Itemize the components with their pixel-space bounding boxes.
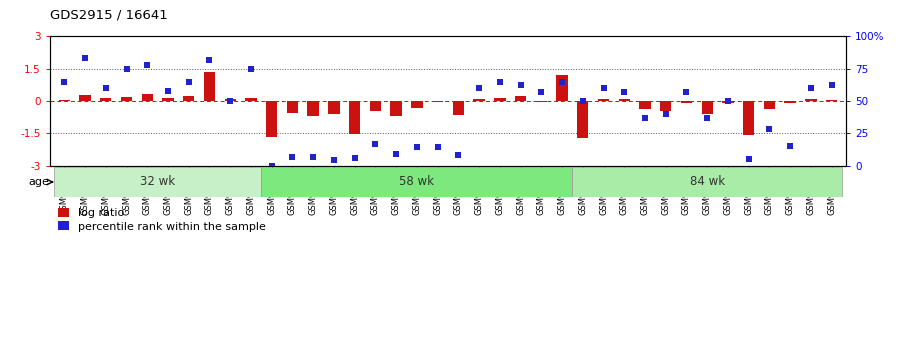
Bar xyxy=(805,99,816,101)
Bar xyxy=(681,101,692,102)
Bar xyxy=(743,101,755,135)
Bar xyxy=(701,101,713,114)
Point xyxy=(555,79,569,84)
Point xyxy=(348,155,362,160)
Point xyxy=(264,163,279,168)
Text: GDS2915 / 16641: GDS2915 / 16641 xyxy=(50,9,167,22)
Point xyxy=(638,115,653,120)
Bar xyxy=(266,101,278,137)
Bar xyxy=(390,101,402,116)
Point xyxy=(534,89,548,95)
Point xyxy=(824,82,839,88)
Bar xyxy=(245,98,257,101)
Point xyxy=(389,151,404,157)
Bar xyxy=(785,101,795,102)
Bar xyxy=(224,99,236,101)
Point xyxy=(78,56,92,61)
Point xyxy=(659,111,673,117)
Point xyxy=(804,85,818,91)
Bar xyxy=(826,100,837,101)
Point xyxy=(182,79,196,84)
Bar xyxy=(473,99,485,101)
Bar xyxy=(764,101,776,109)
Bar xyxy=(262,167,573,197)
Point xyxy=(223,98,237,104)
Point xyxy=(202,57,216,62)
Point xyxy=(161,88,176,93)
Bar xyxy=(557,75,567,101)
Point xyxy=(700,115,714,120)
Bar xyxy=(432,101,443,102)
Point xyxy=(431,145,445,150)
Bar xyxy=(183,96,195,101)
Point xyxy=(576,98,590,104)
Point xyxy=(57,79,71,84)
Bar xyxy=(308,101,319,116)
Bar xyxy=(141,95,153,101)
Bar xyxy=(204,72,215,101)
Point xyxy=(513,82,528,88)
Bar xyxy=(722,101,734,102)
Bar xyxy=(54,167,262,197)
Point xyxy=(119,66,134,71)
Point xyxy=(720,98,735,104)
Point xyxy=(285,154,300,159)
Bar xyxy=(639,101,651,109)
Text: 84 wk: 84 wk xyxy=(690,176,725,188)
Point xyxy=(368,141,383,146)
Bar xyxy=(536,101,547,102)
Bar xyxy=(329,101,339,114)
Bar xyxy=(120,97,132,101)
Point xyxy=(243,66,258,71)
Bar xyxy=(349,101,360,134)
Point xyxy=(783,144,797,149)
Bar xyxy=(598,99,609,101)
Point xyxy=(451,152,465,158)
Point xyxy=(741,156,756,162)
Bar xyxy=(515,96,527,101)
Bar xyxy=(100,98,111,101)
Text: 58 wk: 58 wk xyxy=(399,176,434,188)
Bar xyxy=(411,101,423,108)
Bar xyxy=(577,101,588,138)
Point xyxy=(680,89,694,95)
Bar xyxy=(660,101,672,111)
Point xyxy=(762,127,776,132)
Bar xyxy=(59,100,70,101)
Point xyxy=(99,85,113,91)
Bar xyxy=(162,98,174,101)
Point xyxy=(492,79,507,84)
Bar xyxy=(573,167,842,197)
Point xyxy=(410,145,424,150)
Bar xyxy=(80,95,91,101)
Point xyxy=(596,85,611,91)
Text: 32 wk: 32 wk xyxy=(140,176,176,188)
Bar xyxy=(287,101,298,113)
Point xyxy=(617,89,632,95)
Bar xyxy=(618,99,630,101)
Point xyxy=(140,62,155,67)
Legend: log ratio, percentile rank within the sample: log ratio, percentile rank within the sa… xyxy=(55,206,268,234)
Point xyxy=(327,158,341,163)
Point xyxy=(306,154,320,159)
Bar xyxy=(369,101,381,111)
Point xyxy=(472,85,486,91)
Text: age: age xyxy=(28,177,50,187)
Bar xyxy=(494,98,506,101)
Bar xyxy=(452,101,464,115)
